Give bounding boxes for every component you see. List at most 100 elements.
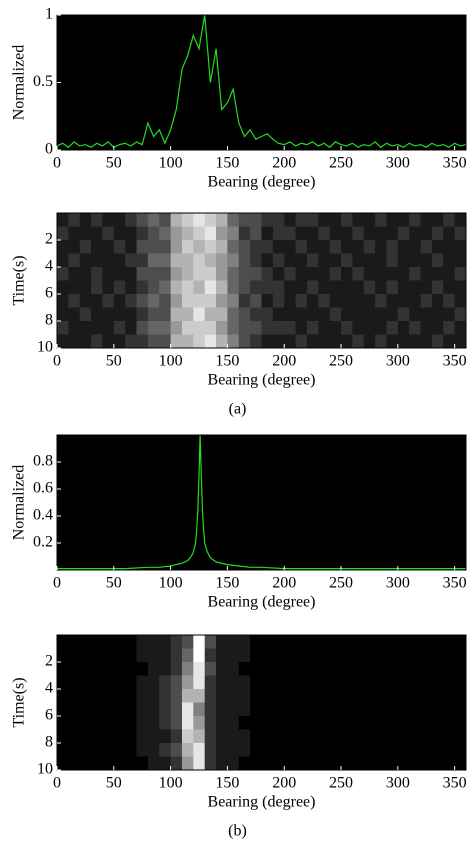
heat-cell	[238, 743, 251, 757]
heat-cell	[306, 662, 319, 676]
heat-cell	[295, 702, 308, 717]
x-tick-label: 300	[386, 353, 410, 370]
heat-cell	[170, 307, 183, 322]
heat-cell	[136, 280, 149, 295]
heat-cell	[204, 240, 217, 254]
heat-cell	[102, 702, 115, 717]
heat-cell	[431, 648, 444, 663]
heat-cell	[363, 294, 376, 308]
plot-area	[57, 15, 466, 150]
heat-cell	[181, 675, 194, 690]
x-tick-label: 350	[443, 353, 467, 370]
heat-cell	[420, 307, 433, 322]
heat-cell	[193, 321, 205, 335]
heat-cell	[318, 253, 330, 268]
heat-cell	[204, 267, 217, 281]
heat-cell	[284, 756, 296, 771]
heat-cell	[261, 213, 274, 227]
heat-cell	[193, 635, 205, 649]
heat-cell	[136, 307, 149, 322]
heat-cell	[136, 240, 149, 254]
heat-cell	[227, 334, 240, 349]
heat-cell	[409, 648, 421, 663]
heat-cell	[341, 662, 353, 676]
axes-frame	[56, 634, 467, 771]
axes-frame	[56, 434, 467, 571]
x-tick-label: 200	[272, 575, 296, 592]
heat-cell	[102, 294, 115, 308]
heat-cell	[159, 756, 171, 771]
heat-cell	[420, 321, 433, 335]
heat-cell	[363, 267, 376, 281]
heat-cell	[102, 716, 115, 730]
heat-cell	[454, 213, 467, 227]
heat-cell	[261, 294, 274, 308]
heat-cell	[318, 334, 330, 349]
heat-cell	[375, 253, 387, 268]
heat-cell	[375, 716, 387, 730]
heat-cell	[295, 294, 308, 308]
x-tick-label: 150	[215, 575, 239, 592]
heat-cell	[238, 267, 251, 281]
heat-cell	[68, 675, 81, 690]
heat-cell	[125, 675, 137, 690]
heat-cell	[284, 307, 296, 322]
heat-cell	[352, 675, 365, 690]
heat-cell	[125, 267, 137, 281]
heat-cell	[295, 648, 308, 663]
x-tick-label: 100	[159, 155, 183, 172]
heat-cell	[181, 756, 194, 771]
heat-cell	[329, 675, 342, 690]
heat-cell	[420, 648, 433, 663]
heat-cell	[227, 213, 240, 227]
y-axis-label: Time(s)	[11, 677, 28, 727]
heat-cell	[306, 729, 319, 744]
heat-cell	[238, 729, 251, 744]
heat-cell	[352, 307, 365, 322]
heat-cell	[386, 756, 399, 771]
heat-cell	[409, 662, 421, 676]
heat-cell	[68, 729, 81, 744]
y-tick-label: 4	[45, 680, 53, 697]
heat-cell	[375, 648, 387, 663]
heat-cell	[57, 213, 69, 227]
heat-cell	[250, 756, 262, 771]
heat-cell	[147, 267, 160, 281]
heat-cell	[204, 662, 217, 676]
heat-cell	[79, 716, 92, 730]
heat-cell	[79, 253, 92, 268]
heat-cell	[329, 253, 342, 268]
heat-cell	[159, 675, 171, 690]
heat-cell	[68, 702, 81, 717]
heat-cell	[250, 743, 262, 757]
heat-cell	[341, 294, 353, 308]
heat-cell	[79, 213, 92, 227]
heat-cell	[454, 756, 467, 771]
heat-cell	[57, 729, 69, 744]
heat-cell	[113, 240, 126, 254]
heat-cell	[420, 675, 433, 690]
heat-cell	[386, 294, 399, 308]
x-tick-label: 300	[386, 155, 410, 172]
heat-cell	[306, 226, 319, 241]
heat-cell	[57, 689, 69, 703]
heat-cell	[204, 334, 217, 349]
heat-cell	[363, 648, 376, 663]
heat-cell	[238, 213, 251, 227]
panel-caption: (a)	[229, 401, 247, 418]
heat-cell	[147, 675, 160, 690]
heat-cell	[420, 689, 433, 703]
heat-cell	[420, 334, 433, 349]
heat-cell	[91, 334, 103, 349]
heat-cell	[170, 294, 183, 308]
heat-cell	[386, 675, 399, 690]
heat-cell	[306, 240, 319, 254]
heat-cell	[147, 253, 160, 268]
y-tick-label: 8	[45, 734, 53, 751]
heat-cell	[181, 307, 194, 322]
y-tick-label: 4	[45, 258, 53, 275]
x-tick-label: 50	[106, 155, 122, 172]
heat-cell	[227, 253, 240, 268]
heat-cell	[91, 675, 103, 690]
heat-cell	[431, 226, 444, 241]
